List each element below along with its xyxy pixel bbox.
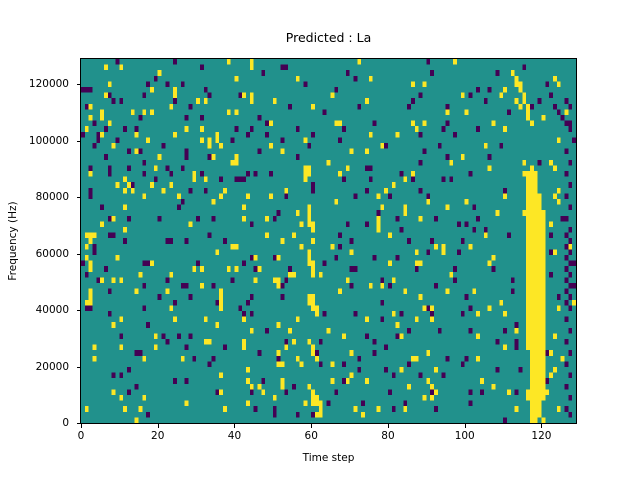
y-tick-mark bbox=[76, 197, 80, 199]
heatmap-image bbox=[81, 59, 576, 423]
y-tick-label: 20000 bbox=[35, 360, 69, 373]
y-tick-mark bbox=[76, 253, 80, 255]
x-tick-label: 80 bbox=[381, 430, 395, 442]
x-tick-label: 40 bbox=[227, 430, 242, 442]
y-tick-mark bbox=[76, 310, 80, 312]
y-tick-label: 100000 bbox=[28, 134, 69, 147]
x-tick-mark bbox=[157, 424, 159, 428]
y-tick-label: 40000 bbox=[35, 304, 69, 317]
x-tick-mark bbox=[311, 424, 313, 428]
heatmap-axes bbox=[80, 58, 577, 424]
x-tick-label: 20 bbox=[151, 430, 165, 442]
y-tick-label: 80000 bbox=[35, 191, 69, 204]
x-tick-mark bbox=[464, 424, 466, 428]
x-tick-label: 0 bbox=[77, 430, 85, 442]
y-tick-mark bbox=[76, 84, 80, 86]
x-tick-mark bbox=[541, 424, 543, 428]
x-tick-mark bbox=[81, 424, 82, 428]
y-tick-mark bbox=[76, 140, 80, 142]
y-axis-label: Frequency (Hz) bbox=[7, 201, 19, 281]
y-tick-mark bbox=[76, 366, 80, 368]
y-tick-label: 60000 bbox=[35, 247, 69, 260]
y-tick-label: 120000 bbox=[28, 78, 69, 91]
x-tick-label: 100 bbox=[454, 430, 475, 442]
x-tick-label: 120 bbox=[531, 430, 552, 442]
chart-title: Predicted : La bbox=[285, 30, 372, 45]
y-tick-mark bbox=[76, 423, 80, 424]
x-tick-label: 60 bbox=[304, 430, 318, 442]
x-tick-mark bbox=[234, 424, 236, 428]
x-axis-label: Time step bbox=[302, 452, 355, 464]
y-tick-label: 0 bbox=[62, 417, 69, 429]
x-tick-mark bbox=[387, 424, 389, 428]
